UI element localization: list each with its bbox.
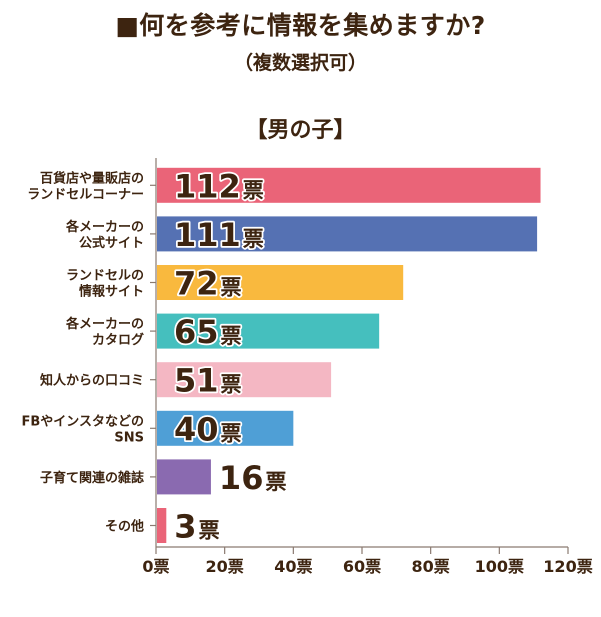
- bar: [157, 167, 541, 203]
- bar: [157, 265, 404, 300]
- bar: [157, 216, 538, 252]
- x-tick-label: 120票: [543, 557, 592, 576]
- data-label: 111票: [174, 216, 264, 254]
- x-tick-label: 40票: [274, 557, 312, 576]
- data-label: 72票: [174, 265, 242, 303]
- bar: [157, 459, 211, 495]
- category-label: 各メーカーのカタログ: [65, 316, 144, 348]
- x-tick-label: 80票: [412, 557, 450, 576]
- chart-title: ■何を参考に情報を集めますか?: [115, 11, 486, 40]
- category-label: ランドセルの情報サイト: [66, 269, 144, 300]
- chart-subtitle: （複数選択可）: [233, 52, 367, 74]
- x-tick-label: 100票: [475, 557, 524, 576]
- data-label: 3票: [174, 508, 219, 546]
- bar: [157, 508, 167, 543]
- bar: [157, 410, 294, 446]
- data-label: 112票: [174, 167, 264, 205]
- x-tick-label: 0票: [142, 557, 169, 576]
- group-label: 【男の子】: [245, 118, 356, 143]
- data-label: 51票: [174, 362, 242, 400]
- category-label: 子育て関連の雑誌: [40, 470, 144, 486]
- x-tick-label: 20票: [206, 557, 244, 576]
- data-label: 65票: [174, 313, 242, 351]
- data-label: 40票: [174, 410, 242, 448]
- category-label: 百貨店や量販店のランドセルコーナー: [27, 170, 144, 202]
- bar: [157, 362, 332, 398]
- category-label: 知人からの口コミ: [40, 373, 144, 389]
- data-label: 16票: [219, 459, 287, 497]
- category-label: FBやインスタなどの SNS: [21, 414, 144, 445]
- x-tick-label: 60票: [343, 557, 381, 576]
- bar: [157, 313, 380, 349]
- category-label: 各メーカーの公式サイト: [65, 219, 144, 251]
- category-label: その他: [105, 519, 144, 535]
